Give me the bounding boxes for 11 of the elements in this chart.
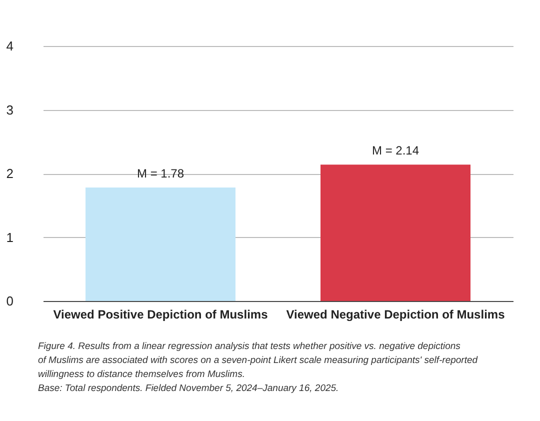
x-tick-label: Viewed Positive Depiction of Muslims <box>53 308 268 322</box>
y-tick-label: 0 <box>6 294 14 308</box>
caption: Figure 4. Results from a linear regression analysis that tests whether positive vs. negative depictions of Muslims are associated with scores on a seven-point Likert scale measuring participants' self-reported willingness to distance themselves from Muslims. <box>38 341 478 380</box>
y-tick-label: 2 <box>6 166 14 181</box>
data-label: M = 1.78 <box>136 166 184 181</box>
text: Base: Total respondents. Fielded November 5, 2024–January 16, 2025. <box>38 383 339 394</box>
data-label: M = 2.14 <box>372 144 420 158</box>
y-tick-label: 4 <box>6 38 14 54</box>
x-tick-label: Viewed Negative Depiction of Muslims <box>286 308 506 322</box>
y-tick-label: 1 <box>6 230 14 245</box>
y-tick-label: 3 <box>6 102 14 118</box>
